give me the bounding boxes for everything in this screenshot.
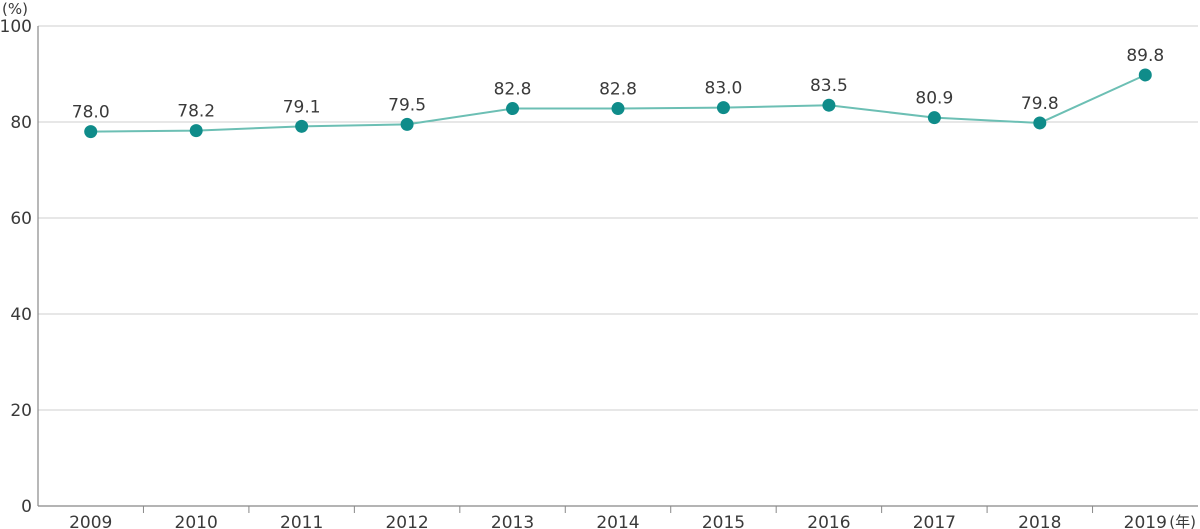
data-label: 78.2 bbox=[177, 102, 215, 122]
markers bbox=[84, 68, 1152, 139]
data-point-marker bbox=[1138, 68, 1152, 82]
x-tick-label: 2014 bbox=[596, 513, 639, 529]
data-label: 82.8 bbox=[599, 80, 637, 100]
x-tick-label: 2019 bbox=[1124, 513, 1167, 529]
data-point-marker bbox=[295, 119, 309, 133]
data-point-marker bbox=[506, 102, 520, 116]
y-tick-label: 60 bbox=[10, 209, 32, 229]
data-label: 83.0 bbox=[705, 79, 743, 99]
x-unit-label: (年) bbox=[1169, 513, 1196, 529]
data-point-marker bbox=[84, 125, 98, 139]
data-point-marker bbox=[822, 98, 836, 112]
data-label: 82.8 bbox=[494, 80, 532, 100]
y-tick-label: 20 bbox=[10, 401, 32, 421]
y-unit-label: (%) bbox=[2, 0, 28, 18]
y-tick-label: 40 bbox=[10, 305, 32, 325]
data-label: 83.5 bbox=[810, 76, 848, 96]
x-tick-label: 2015 bbox=[702, 513, 745, 529]
data-point-marker bbox=[1033, 116, 1047, 130]
x-axis: 2009 2010 2011 2012 2013 2014 2015 2016 2017 2018… bbox=[38, 505, 1198, 529]
data-label: 80.9 bbox=[915, 89, 953, 109]
x-tick-label: 2018 bbox=[1018, 513, 1061, 529]
x-tick-label: 2009 bbox=[69, 513, 112, 529]
x-tick-label: 2013 bbox=[491, 513, 534, 529]
x-tick-label: 2011 bbox=[280, 513, 323, 529]
data-point-marker bbox=[189, 124, 203, 138]
data-label: 78.0 bbox=[72, 103, 110, 123]
data-labels: 78.0 78.2 79.1 79.5 82.8 82.8 83.0 83.5 80.9 79.8… bbox=[72, 46, 1164, 123]
x-tick-label: 2016 bbox=[807, 513, 850, 529]
data-label: 79.5 bbox=[388, 95, 426, 115]
x-tick-label: 2012 bbox=[385, 513, 428, 529]
x-tick-label: 2010 bbox=[175, 513, 218, 529]
data-point-marker bbox=[927, 111, 941, 125]
data-label: 89.8 bbox=[1126, 46, 1164, 66]
x-tick-label: 2017 bbox=[913, 513, 956, 529]
y-tick-label: 100 bbox=[0, 17, 32, 37]
data-label: 79.1 bbox=[283, 97, 321, 117]
y-tick-label: 0 bbox=[21, 497, 32, 517]
data-point-marker bbox=[716, 101, 730, 115]
y-tick-label: 80 bbox=[10, 113, 32, 133]
data-point-marker bbox=[400, 117, 414, 131]
data-label: 79.8 bbox=[1021, 94, 1059, 114]
data-point-marker bbox=[611, 102, 625, 116]
y-axis: 0 20 40 60 80 100 bbox=[0, 17, 39, 517]
